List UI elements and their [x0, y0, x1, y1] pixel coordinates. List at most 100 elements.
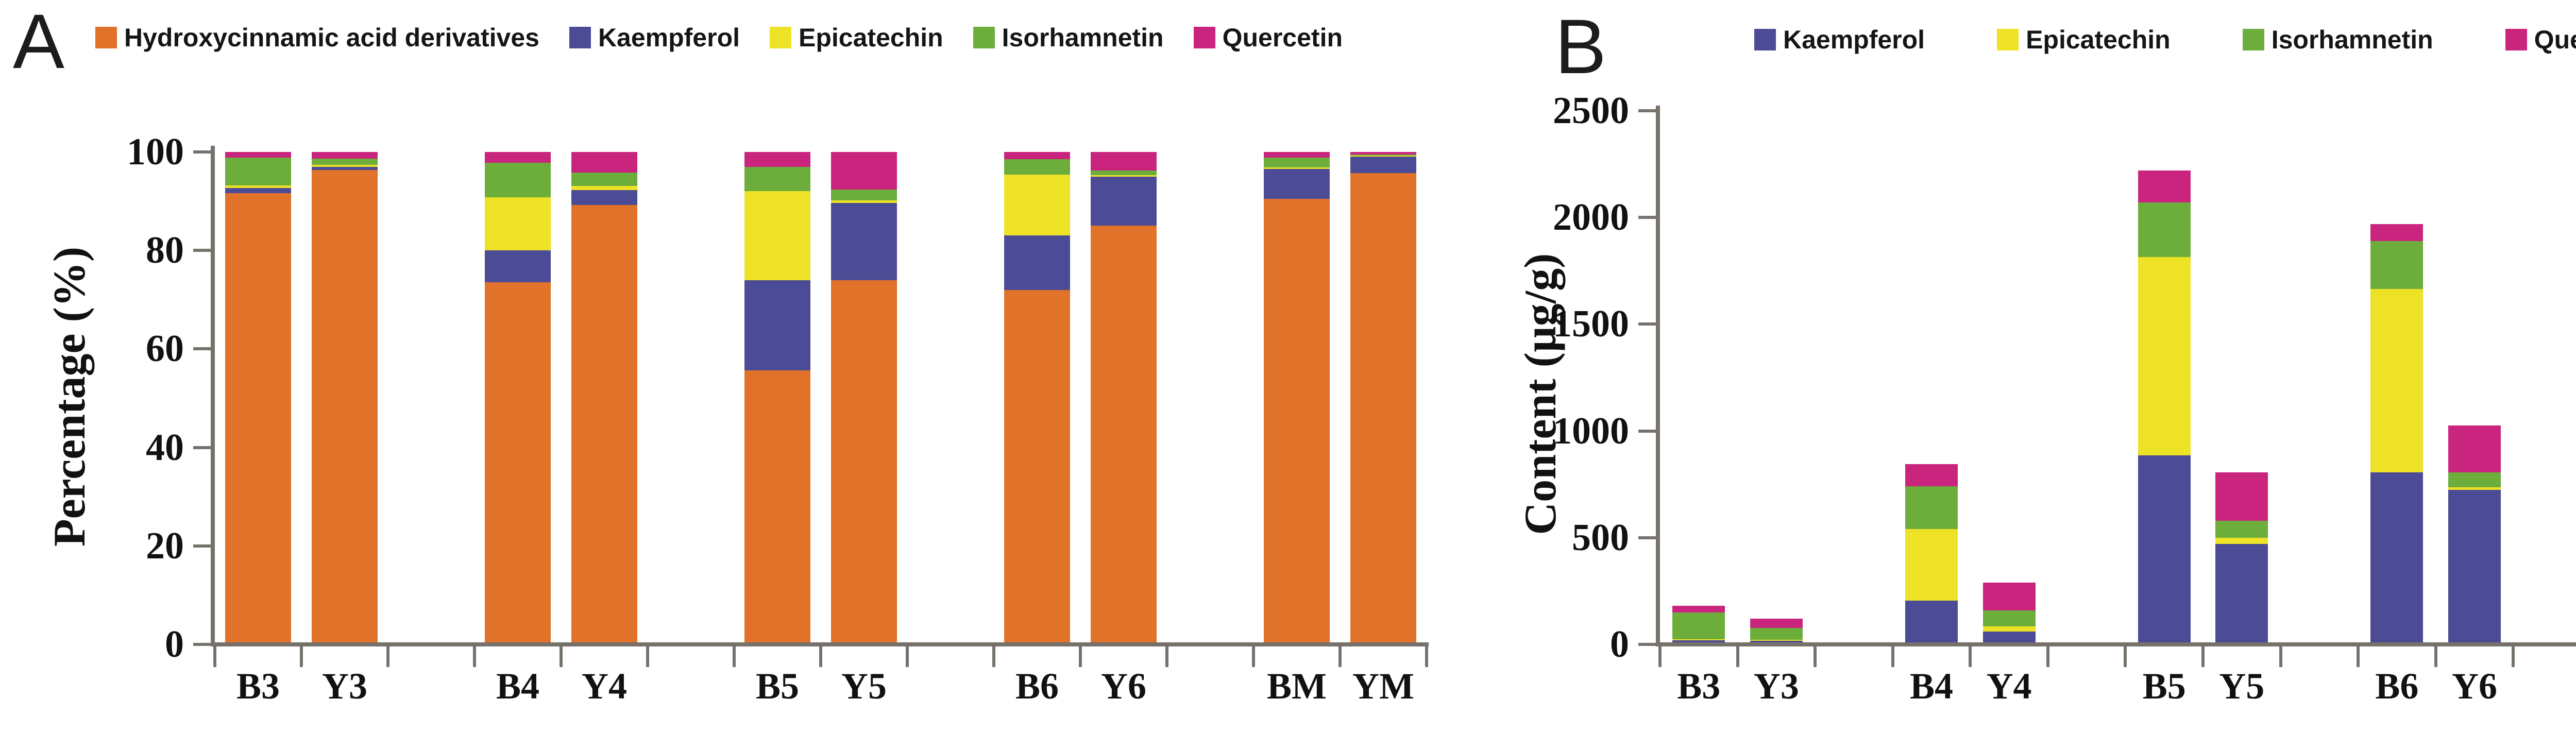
y-axis-tick [193, 643, 211, 646]
bar-segment [1091, 171, 1157, 175]
bar-segment [2370, 241, 2424, 289]
bar-segment [744, 280, 810, 371]
legend-swatch-icon [95, 27, 117, 48]
x-axis-line [211, 642, 1429, 646]
x-tick-label: YM [1352, 666, 1414, 707]
x-axis-tick [906, 646, 909, 667]
bar-segment [312, 164, 378, 167]
bar-segment [1004, 152, 1070, 160]
x-tick-label: Y3 [1753, 666, 1799, 707]
bar-segment [1750, 640, 1803, 644]
bar-segment [2138, 202, 2191, 257]
bar-segment [1672, 640, 1725, 644]
x-axis-line [1656, 642, 2576, 646]
y-axis-tick [193, 446, 211, 449]
x-axis-tick [1969, 646, 1972, 667]
bar [1982, 111, 2036, 644]
bar-segment [2448, 487, 2501, 490]
bar-segment [571, 205, 637, 644]
bar-segment [1750, 628, 1803, 640]
bar-segment [1264, 152, 1330, 158]
x-axis-tick [213, 646, 216, 667]
bar-segment [2138, 455, 2191, 644]
bar-segment [1264, 169, 1330, 199]
bar [1672, 111, 1725, 644]
bar-segment [1264, 158, 1330, 167]
bar-segment [1004, 235, 1070, 290]
bar-segment [571, 185, 637, 190]
bar-segment [2448, 489, 2501, 644]
x-tick-label: B4 [496, 666, 540, 707]
bar [312, 152, 378, 644]
x-axis-tick [992, 646, 995, 667]
legend-label: Kaempferol [1783, 25, 1925, 54]
bar-segment [831, 200, 897, 203]
y-axis-line [1656, 106, 1660, 646]
bar-segment [225, 152, 291, 158]
x-axis-tick [473, 646, 476, 667]
bar-segment [831, 152, 897, 190]
bar-segment [2448, 425, 2501, 473]
y-tick-label: 0 [165, 623, 184, 666]
y-tick-label: 100 [127, 131, 184, 173]
legend-item: Kaempferol [569, 25, 740, 50]
bar [744, 152, 810, 644]
y-axis-tick [1638, 216, 1656, 219]
x-axis-tick [1425, 646, 1428, 667]
legend-item: Epicatechin [770, 25, 943, 50]
bar-segment [1905, 464, 1958, 487]
bar-segment [2448, 472, 2501, 488]
bar-segment [1350, 152, 1416, 155]
bar [1004, 152, 1070, 644]
x-axis-tick [1891, 646, 1894, 667]
legend-item: Hydroxycinnamic acid derivatives [95, 25, 539, 50]
bar-segment [1982, 582, 2036, 610]
bar-segment [831, 203, 897, 280]
bar-segment [225, 157, 291, 186]
y-axis-tick [193, 544, 211, 548]
panel-a-y-axis-title: Percentage (%) [44, 246, 95, 547]
y-tick-label: 2500 [1553, 90, 1629, 132]
bar-segment [485, 250, 551, 283]
legend-swatch-icon [1997, 29, 2019, 50]
x-tick-label: Y4 [1986, 666, 2032, 707]
panel-b-y-axis-title: Content (µg/g) [1515, 253, 1566, 535]
bar [1905, 111, 1958, 644]
legend-label: Epicatechin [2026, 25, 2171, 54]
bar-segment [1672, 639, 1725, 640]
bar-segment [2215, 472, 2268, 521]
x-tick-label: BM [1267, 666, 1327, 707]
bar-segment [2138, 257, 2191, 456]
legend-swatch-icon [2242, 29, 2264, 50]
bar-segment [1905, 529, 1958, 601]
legend-item: Isorhamnetin [2242, 27, 2433, 53]
bar-segment [1982, 632, 2036, 644]
bar-segment [1982, 626, 2036, 632]
y-tick-label: 0 [1610, 623, 1629, 666]
bar-segment [485, 282, 551, 644]
bar-segment [1264, 198, 1330, 644]
bar-segment [1750, 618, 1803, 628]
bar-segment [831, 280, 897, 644]
legend-swatch-icon [2505, 29, 2527, 50]
x-axis-tick [2124, 646, 2127, 667]
bar [2448, 111, 2501, 644]
y-axis-line [211, 146, 215, 646]
x-tick-label: B4 [1909, 666, 1953, 707]
bar-segment [1091, 226, 1157, 644]
bar-segment [571, 190, 637, 206]
legend-item: Epicatechin [1997, 27, 2171, 53]
x-axis-tick [1079, 646, 1082, 667]
bar-segment [1264, 167, 1330, 169]
legend-item: Quercetin [1193, 25, 1343, 50]
bar-segment [1672, 612, 1725, 639]
y-axis-tick [193, 347, 211, 351]
bar-segment [225, 185, 291, 188]
bar-segment [1350, 173, 1416, 644]
x-axis-tick [1814, 646, 1817, 667]
legend-item: Isorhamnetin [973, 25, 1164, 50]
bar-segment [2370, 289, 2424, 473]
x-tick-label: B6 [2375, 666, 2419, 707]
bar-segment [1350, 155, 1416, 157]
